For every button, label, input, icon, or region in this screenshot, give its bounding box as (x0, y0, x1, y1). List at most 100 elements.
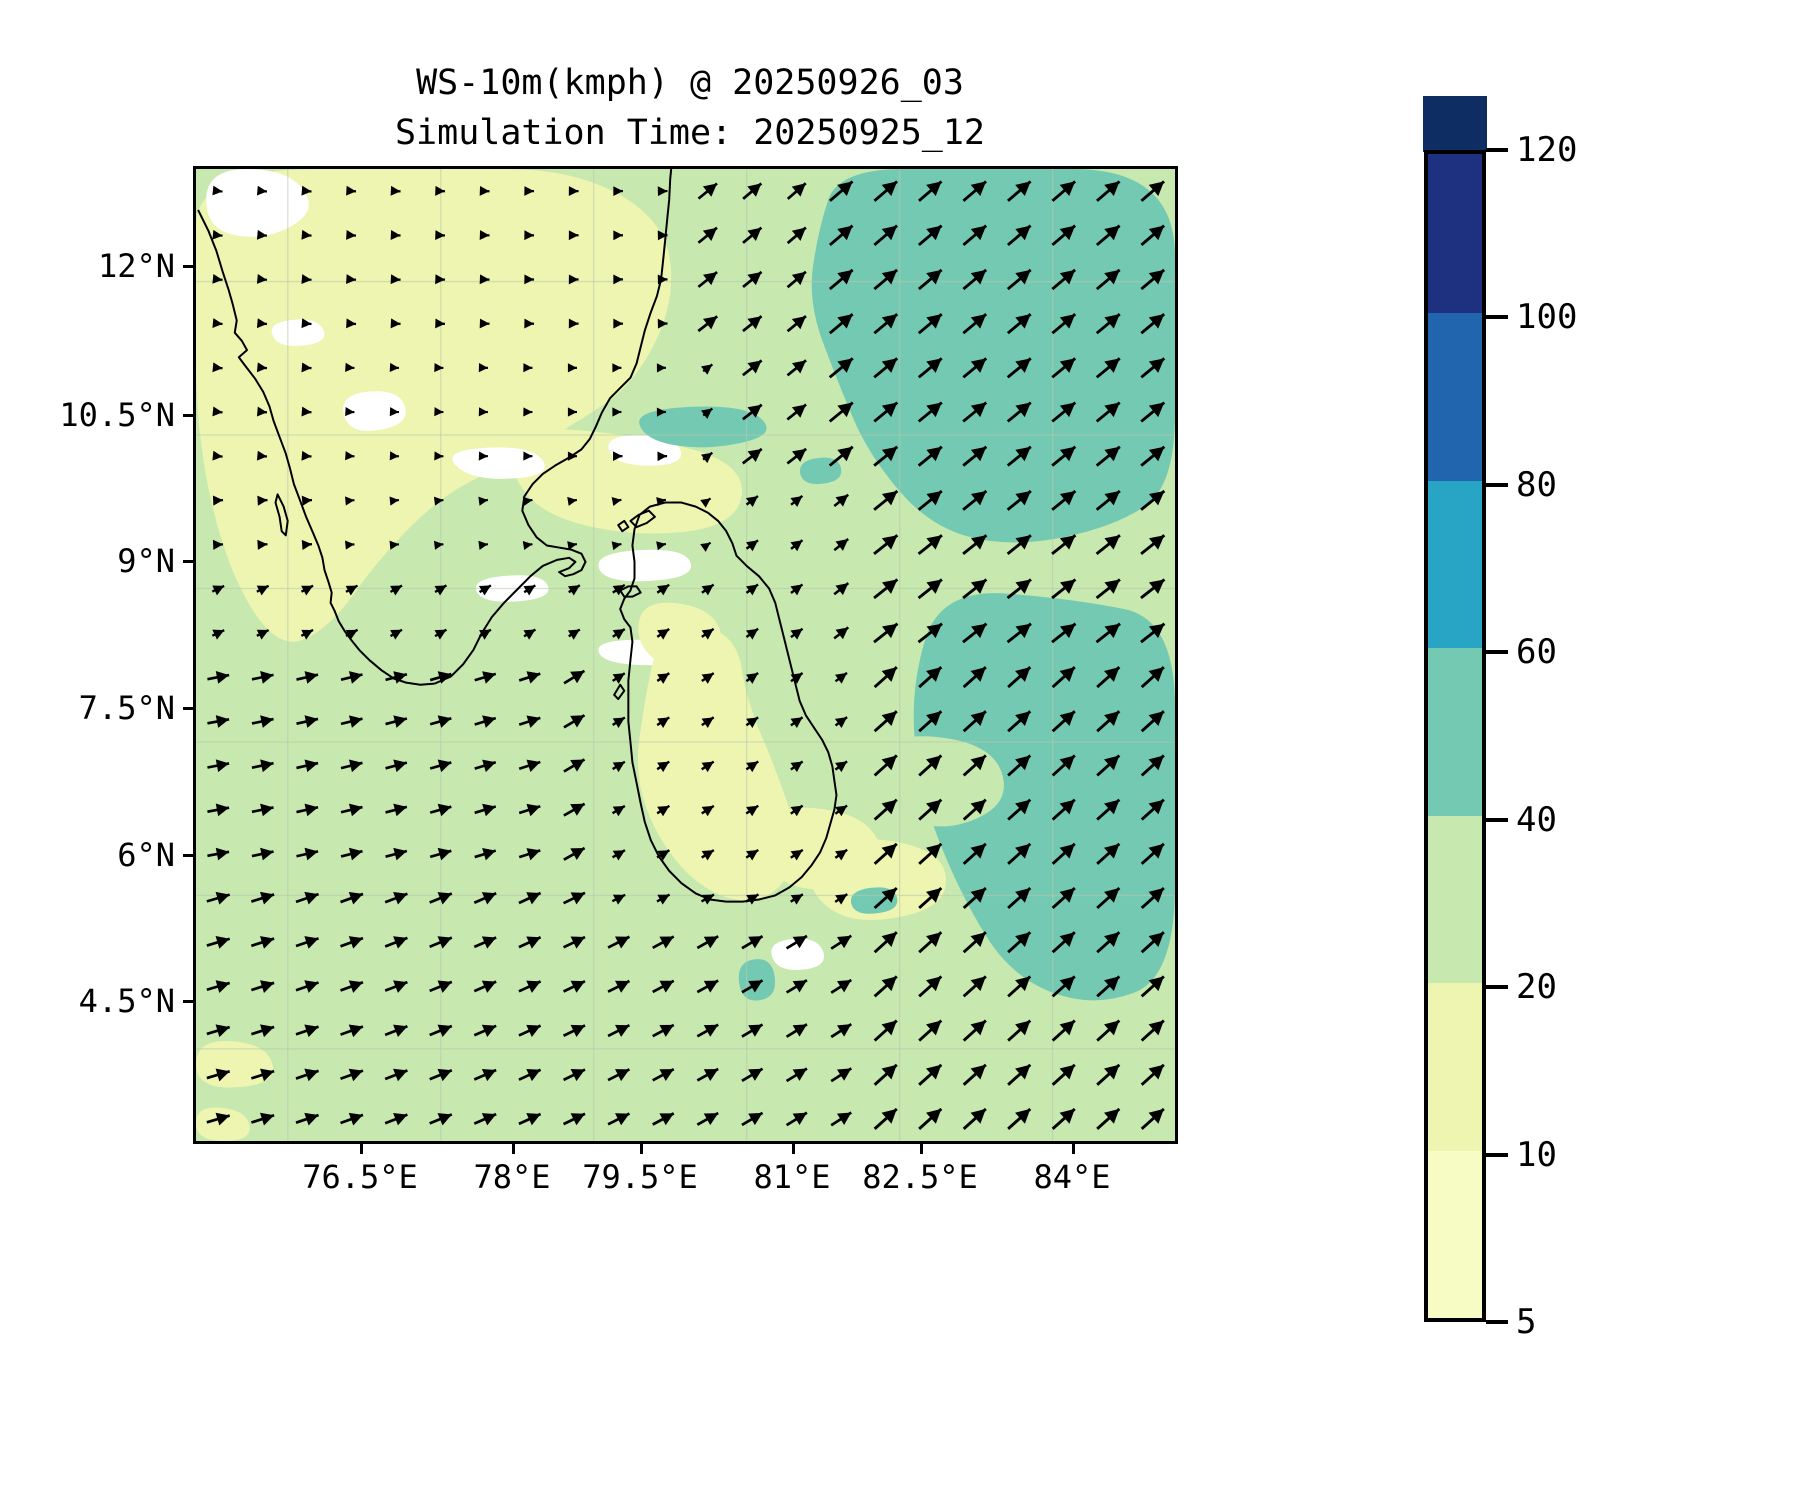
wind-arrow-head (612, 894, 626, 905)
wind-arrow-head (970, 711, 986, 727)
map-plot-area[interactable] (193, 166, 1178, 1144)
wind-arrow-head (656, 497, 666, 507)
wind-arrow-head (1015, 269, 1031, 285)
wind-arrow-head (1015, 623, 1031, 639)
wind-arrow-head (1059, 888, 1075, 903)
wind-arrow-head (304, 1068, 319, 1082)
wind-arrow-head (1059, 402, 1076, 418)
wind-arrow-head (304, 891, 319, 905)
wind-arrow-head (482, 848, 496, 861)
colorbar-tick-10 (1486, 1152, 1508, 1157)
wind-arrow-head (1015, 358, 1031, 373)
wind-arrow-head (657, 717, 670, 728)
wind-arrow-head (1015, 402, 1031, 418)
wind-arrow-head (790, 805, 803, 817)
wind-arrow-head (1148, 491, 1165, 506)
wind-arrow-head (702, 272, 718, 286)
wind-arrow-head (260, 671, 274, 684)
wind-arrow-head (881, 843, 897, 859)
wind-arrow-head (304, 936, 319, 949)
wind-arrow-head (301, 406, 312, 417)
wind-arrow-head (834, 672, 848, 684)
wind-arrow-head (926, 535, 942, 550)
colorbar-label-60: 60 (1516, 632, 1557, 673)
wind-arrow-head (348, 803, 363, 817)
wind-arrow-head (1015, 711, 1031, 727)
wind-arrow-head (1059, 932, 1075, 947)
wind-arrow-head (657, 186, 668, 197)
wind-arrow-head (344, 540, 355, 550)
wind-arrow-head (348, 671, 363, 684)
wind-arrow-head (701, 805, 714, 817)
wind-arrow-head (790, 495, 803, 508)
wind-arrow-head (926, 667, 942, 682)
wind-arrow-head (1148, 269, 1165, 285)
wind-arrow-head (1104, 1064, 1120, 1080)
colorbar-tick-40 (1486, 817, 1508, 822)
colorbar-tick-80 (1486, 482, 1508, 487)
wind-arrow-head (260, 803, 274, 817)
wind-arrow-head (701, 761, 714, 773)
wind-arrow-head (881, 269, 898, 285)
wind-arrow-head (570, 1069, 586, 1082)
wind-arrow-head (256, 229, 267, 240)
ytick-text: 9°N (117, 542, 175, 580)
wind-arrow-head (881, 535, 898, 550)
ytick-text: 4.5°N (78, 982, 175, 1020)
wind-arrow-head (570, 670, 585, 684)
wind-arrow-head (1015, 799, 1031, 815)
wind-arrow-head (570, 892, 586, 905)
wind-arrow-head (970, 1064, 986, 1080)
coastline-islet-2 (613, 683, 626, 701)
wind-arrow-head (926, 711, 942, 727)
wind-arrow-head (970, 535, 987, 550)
wind-arrow-head (746, 672, 759, 684)
wind-arrow-head (1148, 535, 1165, 550)
wind-arrow-head (478, 363, 488, 373)
wind-arrow-head (393, 1112, 408, 1126)
wind-arrow-head (701, 364, 713, 375)
wind-arrow-head (260, 759, 274, 773)
wind-arrow-head (570, 803, 585, 816)
wind-arrow-head (747, 404, 762, 418)
ytick-label-9N: 9°N (0, 542, 175, 580)
wind-arrow-head (215, 980, 230, 994)
wind-arrow-head (212, 585, 225, 596)
wind-arrow-head (881, 358, 898, 373)
wind-arrow-head (1059, 799, 1075, 815)
wind-arrow-head (348, 892, 363, 905)
wind-arrow-head (393, 803, 407, 817)
wind-arrow-head (1104, 358, 1120, 373)
wind-arrow-head (615, 980, 630, 993)
wind-arrow-head (792, 1112, 807, 1125)
wind-arrow-head (613, 451, 623, 461)
wind-arrow-head (570, 1024, 586, 1037)
colorbar-segment-80-100 (1428, 312, 1482, 481)
wind-arrow-head (792, 980, 807, 993)
wind-arrow-head (478, 496, 488, 506)
wind-arrow-head (393, 892, 408, 905)
wind-arrow-head (1104, 667, 1120, 682)
wind-arrow-head (926, 181, 942, 197)
wind-arrow-head (524, 318, 535, 329)
wind-arrow-head (1148, 402, 1165, 418)
wind-arrow-head (256, 274, 267, 284)
wind-arrow-head (481, 892, 497, 905)
wind-arrow-head (835, 539, 849, 551)
wind-arrow-head (478, 540, 488, 550)
wind-arrow-head (1148, 888, 1164, 903)
wind-arrow-head (215, 715, 230, 728)
wind-arrow-head (1059, 755, 1075, 771)
wind-arrow-head (212, 629, 225, 640)
wind-arrow-head (345, 585, 358, 596)
fill-calm-core-c1 (343, 391, 406, 431)
colorbar-segment-5-10 (1428, 1149, 1482, 1318)
wind-arrow-head (748, 936, 763, 949)
wind-arrow-head (1015, 843, 1031, 859)
wind-arrow-head (746, 894, 759, 905)
wind-arrow-head (212, 450, 223, 461)
colorbar-segment-10-20 (1428, 982, 1482, 1151)
wind-arrow-head (1148, 799, 1164, 815)
wind-arrow-head (1104, 843, 1120, 859)
wind-arrow-head (970, 402, 987, 418)
